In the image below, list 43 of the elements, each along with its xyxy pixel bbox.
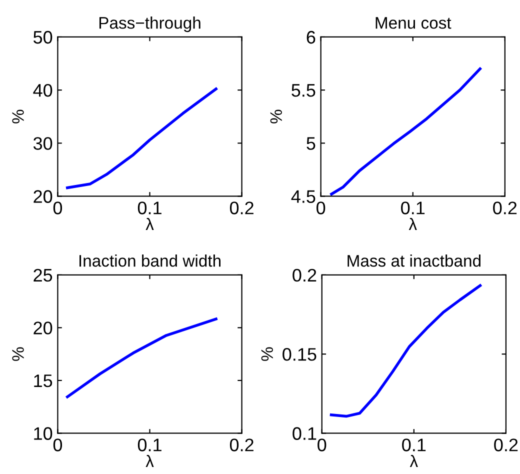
x-tick-label: 0.2	[230, 438, 254, 452]
chart-title: Menu cost	[376, 17, 452, 29]
line-series	[330, 284, 482, 418]
chart-title: Inaction band width	[79, 254, 220, 267]
y-axis-title: %	[12, 347, 24, 361]
y-tick-label: 15	[34, 374, 52, 388]
x-tick-label: 0.1	[402, 438, 426, 452]
y-axis-title: %	[261, 347, 273, 361]
y-tick-label: 4.5	[291, 190, 316, 203]
chart-title: Mass at inactband	[348, 254, 480, 267]
chart-title: Pass−through	[99, 16, 200, 32]
y-tick-label: 30	[33, 137, 52, 150]
x-tick-label: 0.1	[401, 202, 425, 214]
x-axis-title: λ	[410, 454, 418, 468]
x-tick-label: 0	[53, 438, 62, 452]
x-tick-label: 0.1	[138, 202, 162, 214]
x-tick-label: 0	[316, 202, 326, 214]
y-axis-title: %	[12, 110, 24, 124]
y-tick-label: 6	[306, 30, 316, 44]
line-series	[66, 318, 218, 398]
x-axis-title: λ	[408, 218, 417, 230]
x-tick-label: 0.2	[494, 438, 518, 452]
x-tick-label: 0	[53, 202, 62, 214]
y-tick-label: 25	[34, 268, 52, 282]
line-series	[330, 67, 482, 196]
x-axis-title: λ	[146, 218, 154, 230]
y-axis-title: %	[270, 110, 282, 124]
y-tick-label: 20	[34, 190, 52, 203]
y-tick-label: 50	[34, 30, 52, 44]
x-tick-label: 0.2	[493, 202, 517, 214]
y-tick-label: 20	[34, 322, 52, 334]
line-series	[66, 88, 218, 190]
x-axis-title: λ	[146, 454, 154, 468]
x-tick-label: 0.1	[138, 438, 162, 452]
y-tick-label: 0.2	[292, 268, 316, 282]
x-tick-label: 0	[318, 438, 326, 452]
y-tick-label: 40	[33, 84, 52, 97]
y-tick-label: 5.5	[292, 84, 316, 97]
x-tick-label: 0.2	[230, 202, 254, 214]
y-tick-label: 0.15	[282, 348, 316, 361]
y-tick-label: 10	[34, 427, 52, 440]
y-tick-label: 5	[306, 137, 316, 150]
y-tick-label: 0.1	[292, 427, 316, 440]
